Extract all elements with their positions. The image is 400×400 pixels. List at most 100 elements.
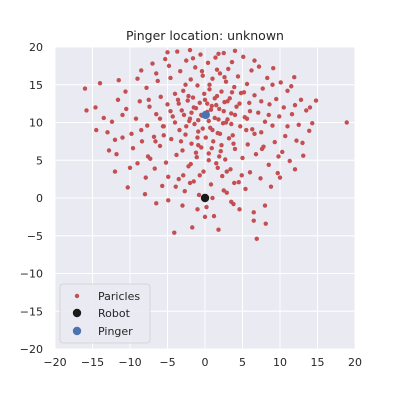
- particle-point: [123, 89, 128, 94]
- particle-point: [241, 54, 246, 60]
- legend-particles-marker: [74, 293, 80, 299]
- particle-point: [270, 82, 275, 87]
- particle-point: [187, 47, 193, 53]
- particle-point: [144, 85, 149, 90]
- particle-point: [105, 130, 110, 135]
- particle-point: [193, 150, 199, 155]
- particle-point: [224, 169, 229, 174]
- particle-point: [151, 134, 157, 140]
- particle-point: [292, 75, 297, 80]
- particle-point: [202, 97, 208, 103]
- particle-point: [235, 74, 241, 79]
- particle-point: [190, 56, 196, 61]
- particles-series: [82, 47, 349, 241]
- legend: Paricles Robot Pinger: [59, 283, 151, 344]
- particle-point: [223, 157, 228, 162]
- particle-point: [197, 100, 202, 106]
- particle-point: [244, 116, 250, 121]
- particle-point: [210, 76, 215, 81]
- particle-point: [228, 167, 233, 172]
- particle-point: [165, 102, 170, 107]
- particle-point: [190, 225, 195, 230]
- particle-point: [106, 148, 112, 153]
- chart-title: Pinger location: unknown: [126, 28, 284, 43]
- particle-point: [256, 64, 262, 69]
- particle-point: [224, 190, 229, 195]
- particle-point: [210, 195, 215, 201]
- particle-point: [223, 79, 229, 84]
- particle-point: [115, 97, 121, 103]
- particle-point: [247, 170, 253, 175]
- particle-point: [199, 68, 205, 74]
- particle-point: [205, 60, 211, 66]
- particle-point: [292, 102, 298, 108]
- particle-point: [209, 103, 214, 109]
- particle-point: [287, 158, 292, 164]
- y-tick-label: −5: [27, 230, 43, 243]
- particle-point: [201, 169, 206, 174]
- particle-point: [176, 176, 181, 182]
- particle-point: [259, 99, 264, 104]
- particle-point: [178, 68, 183, 74]
- particle-point: [285, 124, 290, 129]
- particle-point: [147, 104, 152, 109]
- particle-point: [158, 94, 163, 100]
- particle-point: [230, 133, 235, 138]
- x-tick-label: −15: [81, 356, 104, 369]
- particle-point: [206, 118, 211, 124]
- particle-point: [237, 101, 242, 106]
- particle-point: [251, 218, 256, 223]
- particle-point: [200, 73, 205, 78]
- particle-point: [172, 230, 177, 235]
- particle-point: [252, 131, 257, 137]
- particle-point: [259, 146, 265, 152]
- particle-point: [168, 75, 173, 81]
- particle-point: [195, 135, 200, 140]
- particle-point: [296, 122, 301, 127]
- particle-point: [208, 107, 214, 112]
- y-tick-label: 0: [36, 192, 43, 205]
- particle-point: [276, 154, 281, 159]
- particle-point: [189, 141, 194, 146]
- particle-point: [250, 127, 255, 132]
- particle-point: [221, 188, 226, 193]
- particle-point: [189, 110, 194, 115]
- particle-point: [274, 96, 279, 102]
- particle-point: [130, 145, 136, 151]
- particle-point: [191, 105, 196, 110]
- particle-point: [169, 136, 174, 142]
- particle-point: [210, 127, 215, 133]
- particle-point: [307, 128, 312, 134]
- legend-pinger-label: Pinger: [98, 325, 133, 338]
- particle-point: [231, 141, 236, 146]
- y-tick-label: 5: [36, 154, 43, 167]
- particle-point: [182, 189, 187, 194]
- particle-point: [237, 207, 242, 212]
- particle-point: [207, 82, 212, 87]
- particle-point: [155, 78, 160, 84]
- particle-point: [229, 199, 234, 204]
- particle-point: [227, 96, 232, 101]
- x-tick-label: 15: [311, 356, 325, 369]
- particle-point: [183, 82, 188, 87]
- particle-point: [211, 213, 217, 219]
- particle-point: [184, 58, 189, 63]
- particle-point: [214, 102, 219, 108]
- x-tick-label: −20: [43, 356, 66, 369]
- particle-point: [252, 93, 257, 98]
- particle-point: [135, 161, 140, 166]
- particle-point: [301, 153, 306, 158]
- particle-point: [232, 146, 238, 152]
- y-tick-label: 10: [29, 117, 43, 130]
- particle-point: [191, 179, 196, 184]
- y-tick-label: 15: [29, 79, 43, 92]
- particle-point: [300, 140, 305, 146]
- legend-particles-label: Paricles: [98, 290, 140, 303]
- particle-point: [211, 139, 216, 144]
- particle-point: [202, 91, 207, 97]
- particle-point: [213, 55, 218, 60]
- particle-point: [154, 71, 159, 76]
- particle-point: [251, 210, 256, 215]
- particle-point: [262, 203, 268, 208]
- particle-point: [84, 108, 89, 113]
